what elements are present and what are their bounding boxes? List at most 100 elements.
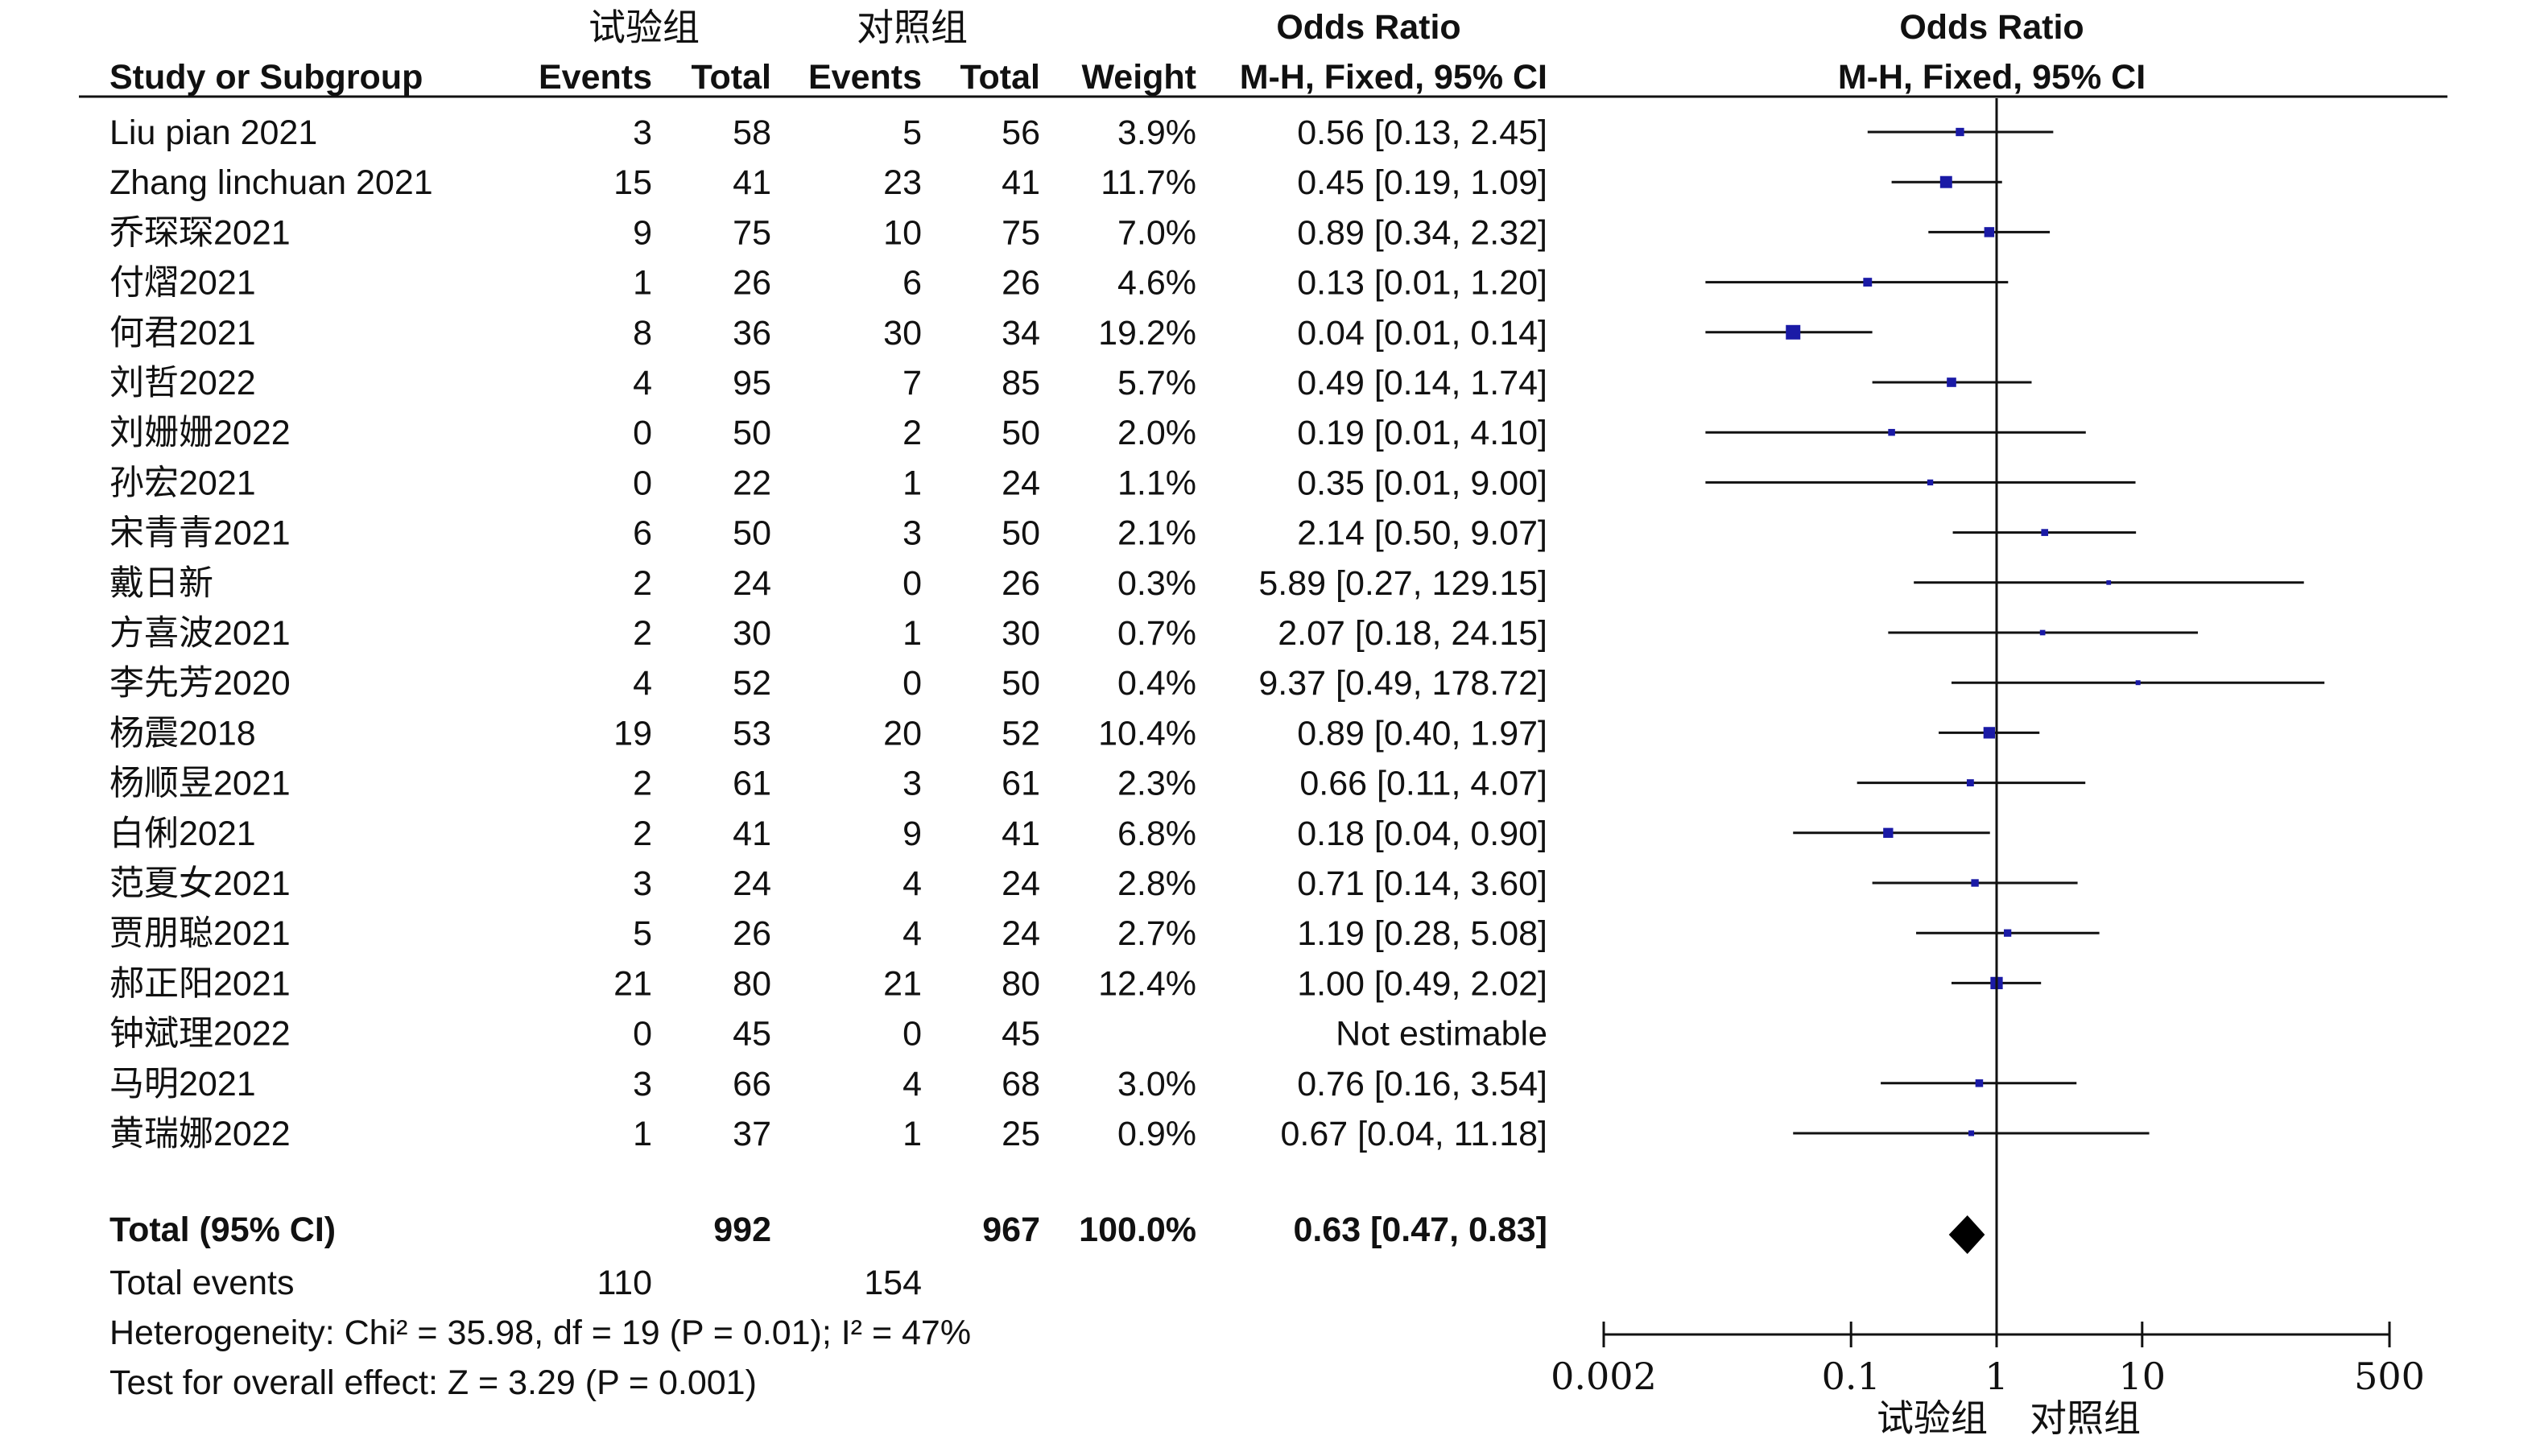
ci-text: 0.76 [0.16, 3.54]: [1297, 1065, 1547, 1103]
ci-text: 1.00 [0.49, 2.02]: [1297, 964, 1547, 1003]
events-experimental: 0: [633, 1015, 652, 1054]
events-control: 0: [902, 1015, 922, 1054]
plot-method-header: M-H, Fixed, 95% CI: [1838, 58, 2146, 97]
events-experimental: 1: [633, 1115, 652, 1153]
events-control: 1: [902, 464, 922, 502]
total-control: 24: [1002, 914, 1040, 953]
study-row: 杨顺昱2021 2 61 3 61 2.3% 0.66 [0.11, 4.07]: [109, 765, 2086, 803]
study-name: 白俐2021: [109, 815, 256, 853]
total-control: 24: [1002, 864, 1040, 903]
total-events-label: Total events: [109, 1264, 294, 1302]
study-name: 宋青青2021: [109, 514, 291, 553]
study-row: 白俐2021 2 41 9 41 6.8% 0.18 [0.04, 0.90]: [109, 815, 1990, 853]
study-marker: [1947, 377, 1956, 387]
events-control: 7: [902, 364, 922, 402]
total-control: 61: [1002, 765, 1040, 803]
study-name: 方喜波2021: [109, 614, 291, 653]
events-control: 23: [883, 163, 922, 202]
group-control-label: 对照组: [857, 6, 968, 49]
total-experimental: 50: [733, 514, 771, 553]
x-axis-ticks: 0.002 0.1 1 10 500: [1551, 1322, 2425, 1398]
study-row: 刘姗姗2022 0 50 2 50 2.0% 0.19 [0.01, 4.10]: [109, 414, 2086, 452]
pooled-estimate-diamond: [1948, 1215, 1985, 1254]
ci-text: 5.89 [0.27, 129.15]: [1258, 564, 1547, 603]
study-row: Zhang linchuan 2021 15 41 23 41 11.7% 0.45 [0.…: [109, 163, 2002, 202]
ci-text: 2.07 [0.18, 24.15]: [1278, 614, 1547, 653]
ci-text: 0.71 [0.14, 3.60]: [1297, 864, 1547, 903]
events-control: 4: [902, 864, 922, 903]
ci-text: 0.18 [0.04, 0.90]: [1297, 815, 1547, 853]
events-control: 0: [902, 664, 922, 703]
total-experimental: 30: [733, 614, 771, 653]
study-marker: [1883, 827, 1894, 838]
x-axis-label-left: 试验组: [1877, 1396, 1988, 1440]
study-name: 贾朋聪2021: [109, 914, 291, 953]
group-experimental-label: 试验组: [589, 6, 700, 49]
weight-column-header: Weight: [1081, 58, 1196, 97]
weight-value: 12.4%: [1098, 964, 1196, 1003]
total-experimental: 50: [733, 414, 771, 452]
total-experimental: 41: [733, 163, 771, 202]
weight-value: 19.2%: [1098, 314, 1196, 353]
study-row: 何君2021 8 36 30 34 19.2% 0.04 [0.01, 0.14]: [109, 314, 1873, 353]
total-control: 50: [1002, 414, 1040, 452]
weight-value: 11.7%: [1101, 163, 1196, 202]
total-label: Total (95% CI): [109, 1211, 336, 1249]
weight-value: 1.1%: [1117, 464, 1196, 502]
study-marker: [1863, 278, 1873, 287]
total-experimental: 41: [733, 815, 771, 853]
study-marker: [1786, 324, 1801, 340]
events-experimental: 19: [613, 714, 652, 753]
heterogeneity-text: Heterogeneity: Chi² = 35.98, df = 19 (P …: [109, 1314, 971, 1352]
total-experimental: 26: [733, 914, 771, 953]
events-experimental: 0: [633, 464, 652, 502]
total-events-experimental: 110: [597, 1264, 652, 1302]
study-marker: [1927, 479, 1934, 486]
plot-header-title: Odds Ratio: [1899, 8, 2084, 47]
total-experimental: 95: [733, 364, 771, 402]
ci-text: Not estimable: [1336, 1015, 1547, 1054]
events-control: 1: [902, 1115, 922, 1153]
study-row: 方喜波2021 2 30 1 30 0.7% 2.07 [0.18, 24.15]: [109, 614, 2199, 653]
study-name: 黄瑞娜2022: [109, 1115, 291, 1153]
total-control: 26: [1002, 264, 1040, 303]
events-experimental: 2: [633, 765, 652, 803]
weight-value: 2.7%: [1117, 914, 1196, 953]
overall-effect-text: Test for overall effect: Z = 3.29 (P = 0…: [109, 1363, 757, 1402]
study-marker: [2135, 680, 2141, 686]
ci-text: 0.04 [0.01, 0.14]: [1297, 314, 1547, 353]
study-row: 刘哲2022 4 95 7 85 5.7% 0.49 [0.14, 1.74]: [109, 364, 2032, 402]
events-control: 30: [883, 314, 922, 353]
study-name: 郝正阳2021: [109, 964, 291, 1003]
study-row: 钟斌理2022 0 45 0 45 Not estimable: [109, 1015, 1547, 1054]
ci-text: 0.35 [0.01, 9.00]: [1297, 464, 1547, 502]
events-experimental: 4: [633, 664, 652, 703]
total-experimental: 45: [733, 1015, 771, 1054]
ci-text: 1.19 [0.28, 5.08]: [1297, 914, 1547, 953]
study-rows: Liu pian 2021 3 58 5 56 3.9% 0.56 [0.13, 2.45]…: [109, 113, 2325, 1153]
total-control: 45: [1002, 1015, 1040, 1054]
study-name: 乔琛琛2021: [109, 213, 291, 252]
ci-text: 0.67 [0.04, 11.18]: [1280, 1115, 1547, 1153]
study-row: 马明2021 3 66 4 68 3.0% 0.76 [0.16, 3.54]: [109, 1065, 2077, 1103]
study-marker: [1968, 1130, 1975, 1136]
study-marker: [1956, 127, 1964, 137]
study-row: 黄瑞娜2022 1 37 1 25 0.9% 0.67 [0.04, 11.18]: [109, 1115, 2150, 1153]
weight-value: 5.7%: [1117, 364, 1196, 402]
weight-value: 3.0%: [1117, 1065, 1196, 1103]
total-control: 75: [1002, 213, 1040, 252]
events-control: 20: [883, 714, 922, 753]
total-experimental: 75: [733, 213, 771, 252]
study-row: 贾朋聪2021 5 26 4 24 2.7% 1.19 [0.28, 5.08]: [109, 914, 2100, 953]
study-row: 乔琛琛2021 9 75 10 75 7.0% 0.89 [0.34, 2.32]: [109, 213, 2051, 252]
events-experimental: 15: [613, 163, 652, 202]
study-marker: [1971, 879, 1979, 887]
events-control: 0: [902, 564, 922, 603]
weight-value: 7.0%: [1117, 213, 1196, 252]
study-name: 刘哲2022: [109, 364, 256, 402]
study-name: 范夏女2021: [109, 864, 291, 903]
total-control: 26: [1002, 564, 1040, 603]
total-experimental-header: Total: [691, 58, 771, 97]
events-experimental: 3: [633, 1065, 652, 1103]
total-experimental: 80: [733, 964, 771, 1003]
